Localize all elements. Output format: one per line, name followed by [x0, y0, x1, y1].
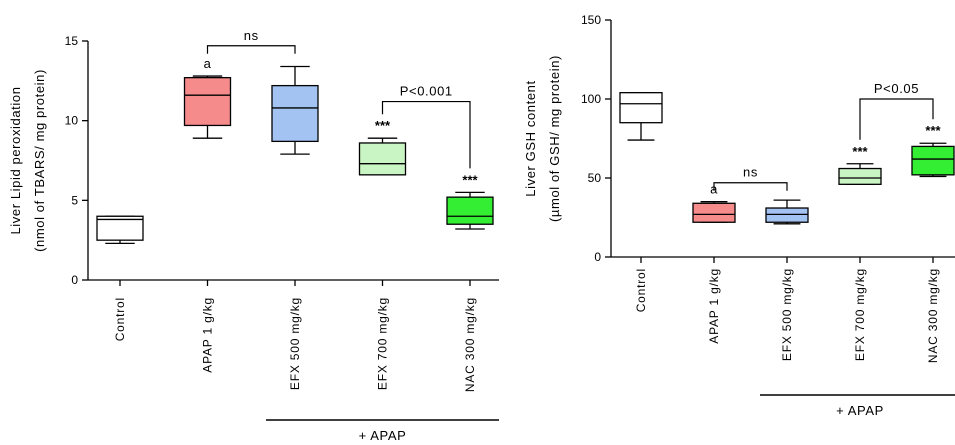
y-tick-label: 10 — [65, 114, 79, 128]
significance-label: a — [204, 56, 212, 71]
y-tick-label: 0 — [71, 273, 78, 287]
significance-label: *** — [852, 144, 868, 159]
comparison-label: P<0.05 — [874, 81, 919, 96]
category-label: Control — [113, 297, 127, 341]
comparison-bracket — [381, 100, 471, 169]
y-axis-label: Liver GSH content — [523, 80, 538, 196]
y-tick-label: 50 — [588, 171, 602, 185]
apap-group-label: + APAP — [359, 428, 407, 443]
box — [619, 92, 663, 124]
y-tick-label: 100 — [581, 92, 601, 106]
significance-label: *** — [462, 172, 478, 187]
gsh-content-chart: 0 50 100 150 Liver GSH content (µmol of GSH/ … — [523, 13, 955, 418]
comparison-bracket — [713, 182, 788, 191]
lipid-peroxidation-chart: 0 5 10 15 Liver Lipid peroxidation (nmol of T… — [8, 28, 499, 443]
box — [838, 167, 882, 185]
y-axis-label: Liver Lipid peroxidation — [8, 86, 23, 234]
y-tick-label: 5 — [71, 193, 78, 207]
box — [765, 207, 809, 223]
y-axis-unit-label: (µmol of GSH/ mg protein) — [547, 55, 562, 222]
box — [446, 196, 494, 225]
comparison-label: ns — [244, 28, 259, 43]
y-tick-label: 150 — [581, 13, 601, 27]
category-label: APAP 1 g/kg — [707, 268, 721, 344]
y-axis-unit-label: (nmol of TBARS/ mg protein) — [32, 69, 47, 252]
category-label: NAC 300 mg/kg — [926, 268, 940, 363]
y-tick-label: 15 — [65, 34, 79, 48]
apap-group-label: + APAP — [836, 403, 884, 418]
box — [692, 202, 736, 223]
category-label: EFX 500 mg/kg — [288, 297, 302, 390]
comparison-label: P<0.001 — [400, 84, 453, 99]
category-label: EFX 500 mg/kg — [780, 268, 794, 361]
category-label: NAC 300 mg/kg — [463, 297, 477, 392]
category-label: EFX 700 mg/kg — [853, 268, 867, 361]
comparison-bracket — [206, 45, 296, 54]
comparison-label: ns — [743, 165, 758, 180]
box — [358, 142, 407, 176]
category-label: Control — [634, 268, 648, 312]
category-label: APAP 1 g/kg — [201, 297, 215, 373]
y-tick-label: 0 — [594, 250, 601, 264]
comparison-bracket — [859, 98, 934, 140]
significance-label: *** — [375, 118, 391, 133]
box — [96, 215, 144, 241]
significance-label: *** — [925, 123, 941, 138]
box — [271, 84, 319, 143]
category-label: EFX 700 mg/kg — [376, 297, 390, 390]
box — [183, 76, 232, 127]
box — [911, 145, 955, 176]
